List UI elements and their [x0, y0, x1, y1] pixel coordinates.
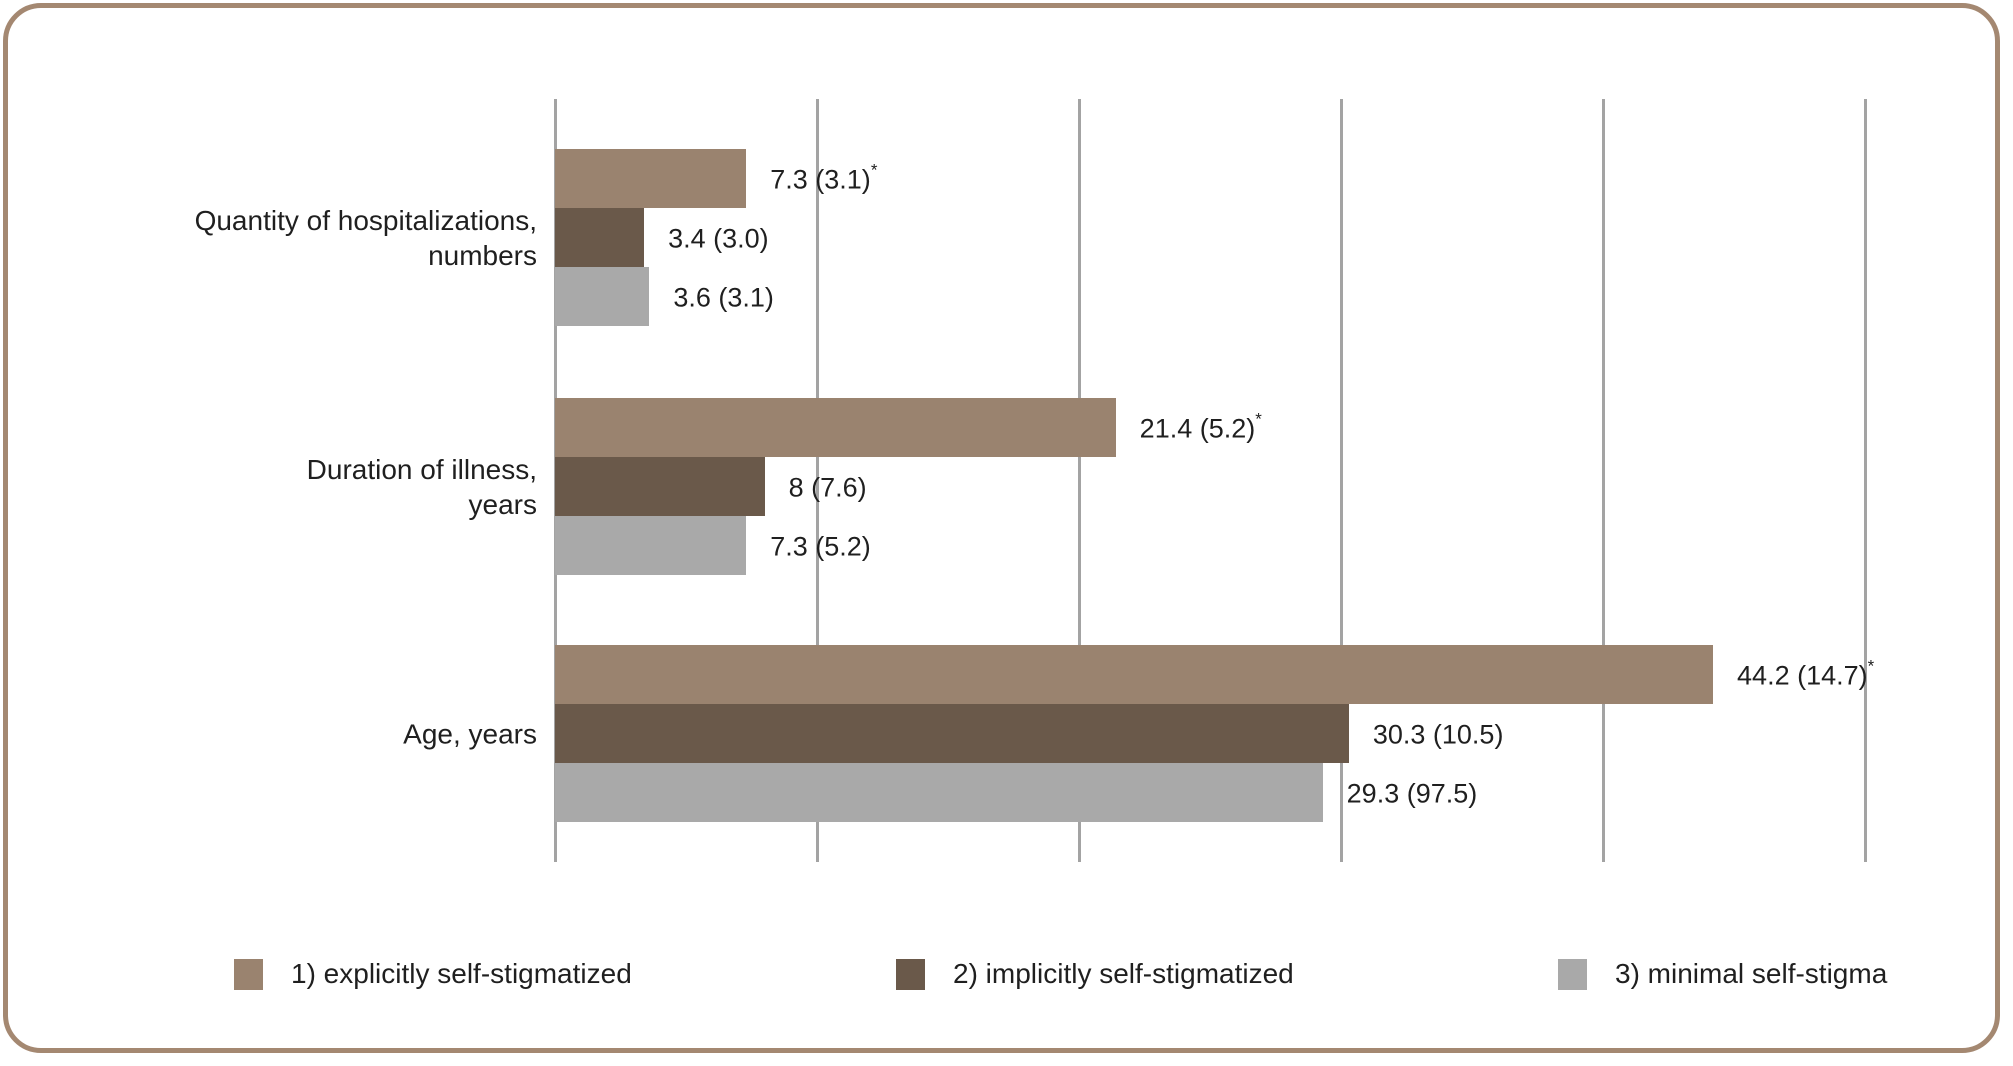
bar-data-label-text: 3.6 (3.1)	[673, 282, 774, 312]
legend-item-2: 2) implicitly self-stigmatized	[896, 958, 1294, 990]
bar-series-2-cat-2	[555, 457, 765, 516]
category-label-line: numbers	[428, 239, 537, 271]
bar-data-label-text: 21.4 (5.2)	[1139, 413, 1256, 443]
legend-item-3: 3) minimal self-stigma	[1558, 958, 1887, 990]
bar-data-label: 3.4 (3.0)	[668, 223, 769, 254]
bar-data-label-text: 30.3 (10.5)	[1372, 719, 1504, 749]
legend-swatch-icon	[234, 958, 263, 990]
bar-data-label: 30.3 (10.5)	[1373, 719, 1504, 750]
legend-swatch-icon	[896, 958, 925, 990]
bar-data-label-text: 29.3 (97.5)	[1346, 778, 1478, 808]
significance-asterisk: *	[1867, 656, 1875, 675]
bar-data-label-text: 7.3 (5.2)	[770, 531, 871, 561]
category-label-line: Quantity of hospitalizations,	[194, 204, 537, 236]
legend-label: 2) implicitly self-stigmatized	[953, 958, 1294, 989]
bar-data-label-text: 3.4 (3.0)	[668, 223, 769, 253]
bar-series-3-cat-2	[555, 516, 747, 575]
bar-data-label: 21.4 (5.2)*	[1139, 410, 1262, 444]
bar-data-label: 8 (7.6)	[789, 472, 867, 503]
legend-item-1: 1) explicitly self-stigmatized	[234, 958, 632, 990]
significance-asterisk: *	[870, 160, 878, 179]
category-label-1: Quantity of hospitalizations, numbers	[195, 203, 537, 273]
bar-data-label-text: 44.2 (14.7)	[1737, 660, 1868, 690]
legend-swatch-icon	[1558, 958, 1587, 990]
category-label-line: Duration of illness,	[306, 453, 537, 485]
gridline	[1339, 99, 1343, 862]
category-label-3: Age, years	[403, 716, 537, 751]
bar-series-2-cat-1	[555, 208, 645, 267]
bar-data-label: 44.2 (14.7)*	[1737, 657, 1874, 691]
legend-label: 1) explicitly self-stigmatized	[291, 958, 632, 989]
bar-series-2-cat-3	[555, 704, 1349, 763]
bar-series-3-cat-1	[555, 267, 650, 326]
category-label-line: years	[468, 488, 537, 520]
bar-data-label-text: 8 (7.6)	[788, 472, 867, 502]
bar-series-3-cat-3	[555, 763, 1323, 822]
gridline	[1601, 99, 1605, 862]
category-label-line: Age, years	[403, 718, 537, 749]
bar-data-label: 7.3 (3.1)*	[770, 161, 877, 195]
bar-data-label-text: 7.3 (3.1)	[770, 164, 871, 194]
gridline	[1863, 99, 1867, 862]
chart-frame-border	[3, 3, 2000, 1053]
gridline	[815, 99, 819, 862]
bar-data-label: 29.3 (97.5)	[1347, 778, 1478, 809]
significance-asterisk: *	[1255, 409, 1262, 428]
bar-series-1-cat-1	[555, 149, 747, 208]
bar-data-label: 3.6 (3.1)	[673, 282, 774, 313]
bar-data-label: 7.3 (5.2)	[770, 531, 871, 562]
category-label-2: Duration of illness, years	[307, 452, 537, 522]
bar-series-1-cat-2	[555, 398, 1116, 457]
bar-series-1-cat-3	[555, 645, 1714, 704]
gridline	[1077, 99, 1081, 862]
legend-label: 3) minimal self-stigma	[1615, 958, 1888, 989]
